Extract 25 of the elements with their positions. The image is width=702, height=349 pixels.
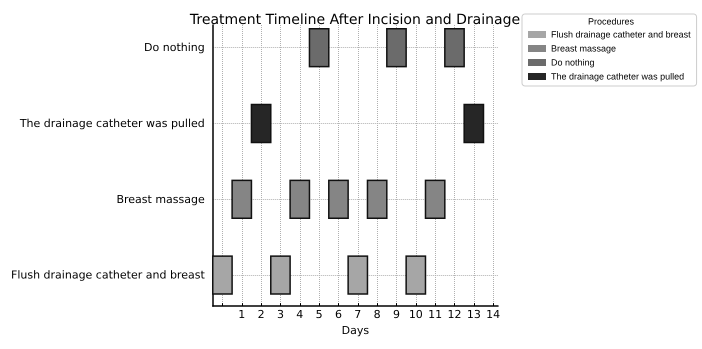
x-tick-label: 8 xyxy=(374,308,381,322)
x-tick-label: 3 xyxy=(276,308,284,322)
x-tick-label: 6 xyxy=(334,308,342,322)
x-tick-label: 4 xyxy=(296,308,304,322)
legend-label: Breast massage xyxy=(551,44,616,54)
legend-label: The drainage catheter was pulled xyxy=(551,72,684,82)
y-tick-label: Breast massage xyxy=(116,192,205,206)
x-tick-label: 5 xyxy=(316,308,323,322)
x-tick-label: 10 xyxy=(408,308,423,322)
x-tick-label: 7 xyxy=(354,308,362,322)
legend-label: Do nothing xyxy=(551,58,595,68)
chart-title: Treatment Timeline After Incision and Drainage xyxy=(188,12,520,28)
x-tick-label: 2 xyxy=(258,308,265,322)
legend-label: Flush drainage catheter and breast xyxy=(551,30,692,40)
y-tick-label: Do nothing xyxy=(144,41,205,54)
x-axis-title: Days xyxy=(342,324,370,337)
x-tick-label: 13 xyxy=(466,308,481,322)
x-tick-label: 1 xyxy=(238,308,246,322)
legend-title: Procedures xyxy=(588,16,635,26)
y-tick-label: Flush drainage catheter and breast xyxy=(10,268,206,282)
x-tick-label: 9 xyxy=(392,308,400,322)
x-tick-label: 14 xyxy=(486,308,500,322)
x-tick-label: 12 xyxy=(447,308,462,322)
x-tick-label: 11 xyxy=(428,308,442,322)
y-tick-label: The drainage catheter was pulled xyxy=(18,117,205,130)
